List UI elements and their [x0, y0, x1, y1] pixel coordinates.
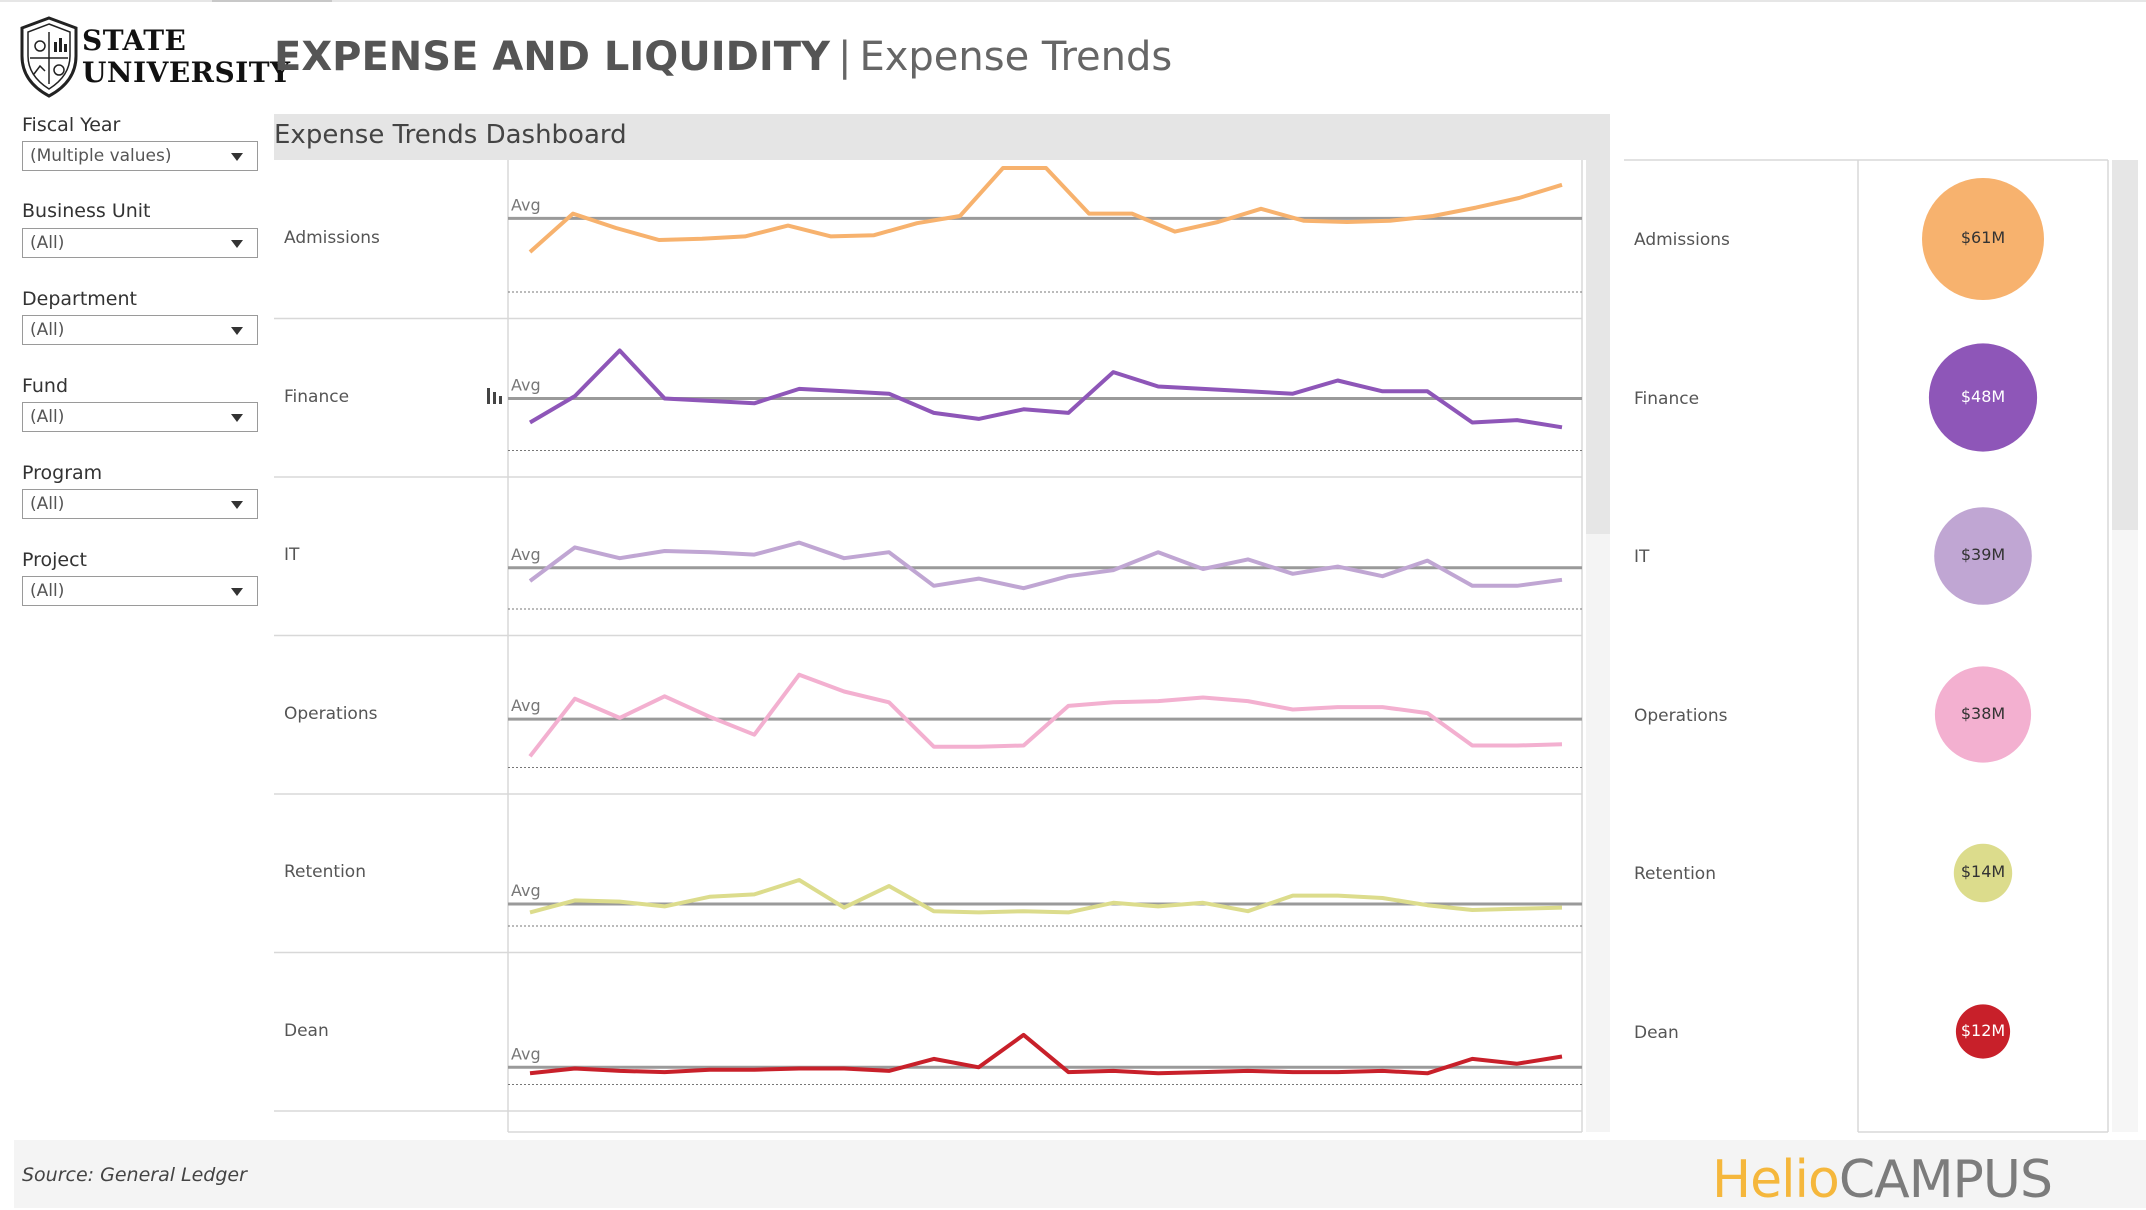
bubble-row-label-dean: Dean — [1634, 1022, 1679, 1043]
icon-bar — [487, 388, 490, 404]
row-label-finance: Finance — [284, 386, 350, 407]
series-line-admissions — [528, 166, 1563, 254]
row-label-operations: Operations — [284, 703, 378, 724]
dropdown-value: (All) — [30, 320, 65, 340]
avg-label: Avg — [511, 881, 541, 900]
series-line-it — [528, 540, 1563, 591]
brand-part-a: Helio — [1712, 1150, 1840, 1210]
dropdown-value: (All) — [30, 233, 65, 253]
filter-label-program: Program — [22, 462, 103, 484]
series-line-retention — [529, 878, 1563, 915]
series-line-finance — [528, 348, 1563, 430]
total-bubble-dean[interactable] — [1955, 1004, 2011, 1059]
avg-label: Avg — [511, 195, 541, 214]
caret-down-icon — [231, 153, 243, 161]
avg-label: Avg — [511, 1044, 541, 1063]
dropdown-value: (All) — [30, 581, 65, 601]
caret-down-icon — [231, 327, 243, 335]
dropdown-value: (All) — [30, 407, 65, 427]
shield-icon — [20, 16, 78, 98]
top-border — [0, 0, 2146, 2]
dashboard-header-bar — [274, 114, 1610, 160]
avg-label: Avg — [511, 376, 541, 395]
chart-marks: Avg Avg Avg Avg Avg Avg — [487, 166, 2044, 1085]
filter-label-project: Project — [22, 549, 88, 571]
avg-label: Avg — [511, 545, 541, 564]
bubble-row-label-operations: Operations — [1634, 705, 1728, 726]
dropdown-value: (All) — [30, 494, 65, 514]
brand-part-b: CAMPUS — [1838, 1150, 2053, 1210]
bubble-row-label-finance: Finance — [1634, 388, 1700, 409]
expense-trends-chart: Avg Avg Avg Avg Avg Avg — [274, 159, 2138, 1133]
total-bubble-finance[interactable] — [1928, 343, 2038, 452]
dashboard-title: Expense Trends Dashboard — [274, 120, 627, 150]
total-bubble-admissions[interactable] — [1922, 178, 2044, 300]
bubble-row-label-it: IT — [1634, 547, 1650, 567]
fiscal-year-dropdown[interactable]: (Multiple values) — [22, 141, 258, 171]
source-note: Source: General Ledger — [22, 1164, 247, 1186]
fund-dropdown[interactable]: (All) — [22, 402, 258, 432]
bubble-value-dean: $12M — [1960, 1020, 2006, 1040]
title-main: EXPENSE AND LIQUIDITY — [274, 34, 830, 80]
state-university-logo: STATE UNIVERSITY — [18, 16, 290, 100]
page-title: EXPENSE AND LIQUIDITY | Expense Trends — [274, 34, 1172, 80]
logo-line1: STATE — [82, 24, 187, 57]
bubble-value-admissions: $61M — [1960, 228, 2006, 247]
row-label-dean: Dean — [284, 1020, 329, 1041]
title-separator: | — [837, 34, 852, 80]
filter-label-department: Department — [22, 288, 137, 310]
series-line-dean — [529, 1032, 1563, 1076]
chart-scrollbar-thumb[interactable] — [1586, 160, 1610, 534]
logo-line2: UNIVERSITY — [82, 56, 291, 89]
heliocampus-logo: HelioCAMPUS — [1712, 1150, 2053, 1210]
filter-label-business-unit: Business Unit — [22, 200, 151, 222]
footer-bar — [14, 1140, 2146, 1208]
total-bubble-it[interactable] — [1934, 507, 2032, 605]
bubble-value-retention: $14M — [1960, 862, 2006, 881]
bubble-scrollbar-thumb[interactable] — [2112, 160, 2138, 530]
icon-bar — [499, 396, 502, 404]
chart-toolbar-icon[interactable] — [487, 388, 502, 404]
bubble-row-label-admissions: Admissions — [1634, 230, 1730, 250]
program-dropdown[interactable]: (All) — [22, 489, 258, 519]
dropdown-value: (Multiple values) — [30, 146, 172, 166]
caret-down-icon — [231, 588, 243, 596]
department-dropdown[interactable]: (All) — [22, 315, 258, 345]
row-label-admissions: Admissions — [284, 228, 380, 248]
caret-down-icon — [231, 501, 243, 509]
top-border-accent — [212, 0, 332, 2]
total-bubble-retention[interactable] — [1953, 843, 2013, 903]
bubble-value-it: $39M — [1960, 545, 2006, 564]
row-label-it: IT — [284, 545, 300, 565]
filter-label-fiscal-year: Fiscal Year — [22, 114, 121, 136]
icon-bar — [493, 392, 496, 404]
filter-label-fund: Fund — [22, 375, 69, 397]
avg-label: Avg — [511, 696, 541, 715]
project-dropdown[interactable]: (All) — [22, 576, 258, 606]
row-label-retention: Retention — [284, 862, 366, 882]
chart-frame — [274, 159, 2138, 1133]
series-line-operations — [528, 672, 1563, 758]
bubble-row-label-retention: Retention — [1634, 864, 1716, 884]
business-unit-dropdown[interactable]: (All) — [22, 228, 258, 258]
caret-down-icon — [231, 414, 243, 422]
total-bubble-operations[interactable] — [1934, 666, 2032, 763]
title-sub: Expense Trends — [859, 34, 1173, 80]
bubble-value-operations: $38M — [1960, 703, 2006, 723]
caret-down-icon — [231, 240, 243, 248]
bubble-value-finance: $48M — [1960, 386, 2006, 406]
